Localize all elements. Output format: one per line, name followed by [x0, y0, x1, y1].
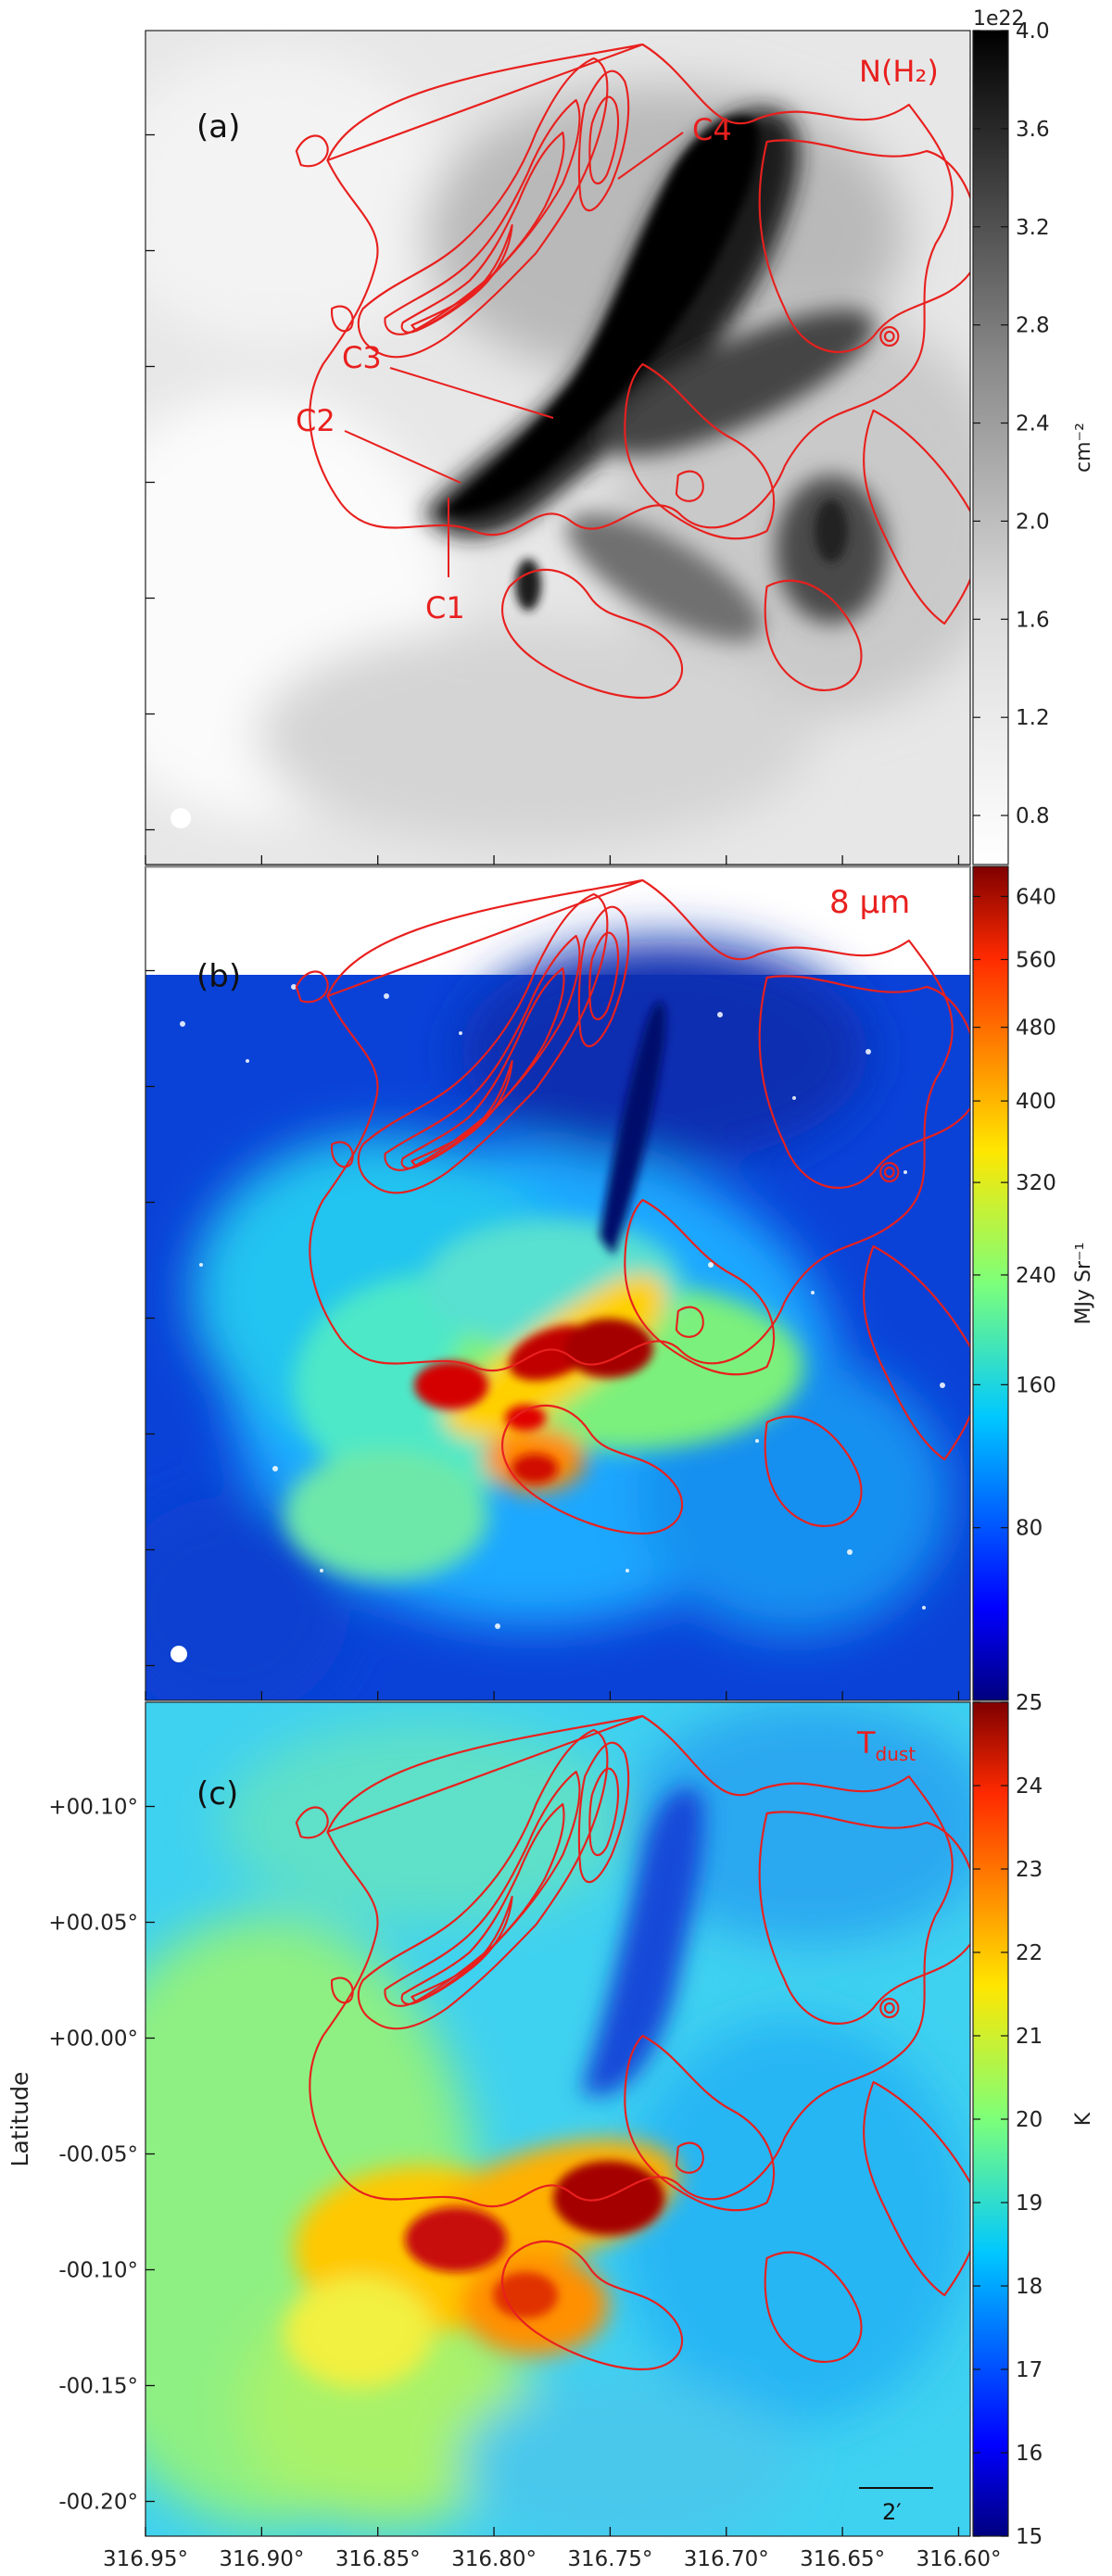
- colorbar-c: 15 16 17 18 19 20 21 22 23 24 25 K: [972, 1691, 1095, 2549]
- colorbar-tick-label: 0.8: [1016, 804, 1050, 828]
- colorbar-tick-label: 640: [1016, 885, 1056, 909]
- y-tick-label: -00.20°: [58, 2491, 138, 2515]
- colorbar-tick-label: 1.6: [1016, 608, 1050, 632]
- colorbars: 0.81.21.62.02.42.83.23.64.0cm⁻²1e2280160…: [972, 7, 1095, 2549]
- panel-b: (b) 8 μm: [145, 865, 971, 1701]
- panel-ab-ticks: [145, 133, 960, 1700]
- x-tick-label: 316.75°: [567, 2547, 652, 2571]
- colorbar-tick-label: 20: [1016, 2108, 1042, 2132]
- panel-c-axes: 316.95° 316.90° 316.85° 316.80° 316.75° 316.7…: [6, 1796, 1001, 2572]
- colorbar-tick-label: 4.0: [1016, 19, 1050, 44]
- colorbar-tick-label: 2.4: [1016, 412, 1050, 436]
- panel-c-label: (c): [196, 1775, 238, 1812]
- colorbar-unit-label: cm⁻²: [1072, 423, 1095, 473]
- core-annotations: C4 C3 C2 C1: [296, 112, 732, 625]
- y-axis-label: Latitude: [6, 2072, 33, 2167]
- core-label-c1: C1: [425, 590, 465, 625]
- x-tick-label: 316.70°: [684, 2547, 769, 2571]
- y-tick-label: -00.05°: [58, 2143, 138, 2167]
- colorbar-tick-label: 17: [1016, 2358, 1042, 2382]
- x-tick-label: 316.60°: [916, 2547, 1001, 2571]
- colorbar-gradient: [972, 30, 1009, 865]
- colorbar-tick-label: 21: [1016, 2025, 1042, 2049]
- core-label-c4: C4: [692, 112, 732, 147]
- colorbar-tick-label: 19: [1016, 2191, 1042, 2216]
- colorbar-tick-label: 15: [1016, 2525, 1042, 2549]
- colorbar-unit-label: K: [1072, 2112, 1095, 2126]
- colorbar-tick-label: 24: [1016, 1774, 1042, 1799]
- y-tick-label: -00.10°: [58, 2259, 138, 2283]
- panel-b-label: (b): [196, 958, 241, 995]
- colorbar-tick-label: 3.2: [1016, 216, 1050, 240]
- x-tick-label: 316.85°: [335, 2547, 421, 2571]
- colorbar-gradient: [972, 865, 1009, 1701]
- panel-a-map-label: N(H₂): [859, 54, 939, 89]
- colorbar-tick-label: 480: [1016, 1017, 1056, 1041]
- x-tick-label: 316.95°: [103, 2547, 188, 2571]
- colorbar-tick-label: 22: [1016, 1941, 1042, 1965]
- panel-a-label: (a): [196, 108, 240, 145]
- colorbar-tick-label: 18: [1016, 2275, 1042, 2299]
- y-tick-label: -00.15°: [58, 2375, 138, 2399]
- y-tick-label: +00.05°: [48, 1912, 138, 1936]
- colorbar-tick-label: 400: [1016, 1090, 1056, 1114]
- panel-c: (c) Tdust 2′: [145, 1701, 971, 2537]
- colorbar-tick-label: 16: [1016, 2442, 1042, 2466]
- colorbar-tick-label: 23: [1016, 1858, 1042, 1882]
- colorbar-tick-label: 2.0: [1016, 510, 1050, 534]
- colorbar-exponent: 1e22: [973, 7, 1025, 31]
- colorbar-tick-label: 560: [1016, 948, 1056, 972]
- x-tick-label: 316.80°: [451, 2547, 537, 2571]
- colorbar-tick-label: 320: [1016, 1171, 1056, 1195]
- scale-bar-label: 2′: [882, 2499, 902, 2525]
- colorbar-tick-label: 2.8: [1016, 314, 1050, 338]
- x-tick-label: 316.90°: [219, 2547, 304, 2571]
- y-tick-label: +00.10°: [48, 1796, 138, 1820]
- y-tick-label: +00.00°: [48, 2027, 138, 2052]
- colorbar-tick-label: 240: [1016, 1264, 1056, 1288]
- colorbar-unit-label: MJy Sr⁻¹: [1072, 1243, 1095, 1325]
- colorbar-tick-label: 80: [1016, 1517, 1042, 1541]
- colorbar-b: 80 160 240 320 400 480 560 640 MJy Sr⁻¹: [972, 865, 1095, 1701]
- scale-bar: 2′: [859, 2487, 933, 2525]
- x-tick-label: 316.65°: [800, 2547, 885, 2571]
- colorbar-tick-label: 3.6: [1016, 118, 1050, 142]
- panel-b-map-label: 8 μm: [829, 884, 910, 921]
- colorbar-tick-label: 1.2: [1016, 706, 1050, 730]
- core-label-c3: C3: [342, 340, 382, 375]
- core-label-c2: C2: [296, 403, 335, 438]
- colorbar-a: 0.8 1.2 1.6 2.0 2.4 2.8 3.2 3.6 4.0 cm⁻² 1e22: [972, 7, 1095, 865]
- colorbar-tick-label: 25: [1016, 1691, 1042, 1715]
- panel-a: (a) N(H₂) C4 C3 C2 C1: [145, 30, 971, 865]
- colorbar-tick-label: 160: [1016, 1373, 1056, 1397]
